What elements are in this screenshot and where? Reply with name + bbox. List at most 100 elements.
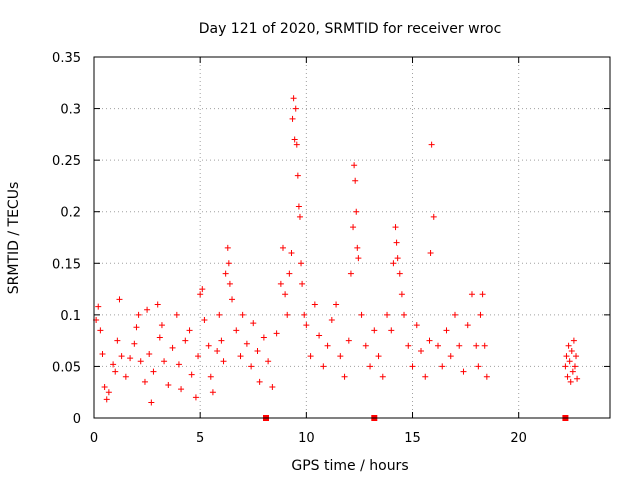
labels-layer: 0 5 10 15 20 0 0.05 0.1 0.15 0.2 0.25 0.3 0.35 xyxy=(52,51,527,446)
data-point xyxy=(131,340,138,347)
data-point xyxy=(110,361,117,368)
data-point xyxy=(97,327,104,334)
data-point xyxy=(353,208,360,215)
data-point xyxy=(401,311,408,318)
data-point xyxy=(156,334,163,341)
data-point xyxy=(239,311,246,318)
y-tick-label: 0.15 xyxy=(52,257,81,272)
data-point xyxy=(291,136,298,143)
data-point xyxy=(451,311,458,318)
data-point xyxy=(396,270,403,277)
data-point xyxy=(473,342,480,349)
plot-border xyxy=(93,56,611,419)
data-point xyxy=(569,368,576,375)
data-point xyxy=(388,327,395,334)
data-point xyxy=(566,358,573,365)
data-point xyxy=(311,301,318,308)
data-point xyxy=(197,291,204,298)
data-point xyxy=(328,317,335,324)
data-point xyxy=(199,286,206,293)
data-point xyxy=(165,381,172,388)
data-point xyxy=(114,337,121,344)
data-point xyxy=(358,311,365,318)
data-point xyxy=(250,320,257,327)
y-tick-label: 0 xyxy=(73,412,81,427)
data-point xyxy=(192,394,199,401)
data-point xyxy=(475,363,482,370)
data-point xyxy=(144,306,151,313)
data-point xyxy=(392,224,399,231)
data-point xyxy=(209,389,216,396)
data-point xyxy=(460,368,467,375)
data-point xyxy=(320,363,327,370)
data-point xyxy=(118,353,125,360)
x-tick-label: 15 xyxy=(404,431,421,446)
data-point xyxy=(464,322,471,329)
data-point xyxy=(214,347,221,354)
data-point xyxy=(237,353,244,360)
data-point xyxy=(289,115,296,122)
x-axis-label: GPS time / hours xyxy=(291,458,408,474)
data-point xyxy=(571,363,578,370)
data-point xyxy=(148,399,155,406)
x-tick-label: 20 xyxy=(510,431,527,446)
data-point xyxy=(150,368,157,375)
data-point xyxy=(205,342,212,349)
data-point xyxy=(254,347,261,354)
data-point xyxy=(409,363,416,370)
data-point xyxy=(574,375,581,382)
data-point xyxy=(292,105,299,112)
data-point xyxy=(352,177,359,184)
data-point xyxy=(456,342,463,349)
x-tick-label: 10 xyxy=(298,431,315,446)
data-point xyxy=(201,317,208,324)
data-point xyxy=(186,327,193,334)
data-point xyxy=(158,322,165,329)
data-point xyxy=(394,255,401,262)
data-point xyxy=(324,342,331,349)
data-point xyxy=(256,378,263,385)
data-point xyxy=(390,260,397,267)
data-point xyxy=(405,342,412,349)
data-point xyxy=(133,324,140,331)
data-point xyxy=(173,311,180,318)
data-point xyxy=(299,280,306,287)
data-point xyxy=(175,361,182,368)
data-point xyxy=(333,301,340,308)
data-point xyxy=(279,244,286,251)
data-point xyxy=(127,355,134,362)
data-point xyxy=(568,347,575,354)
data-point xyxy=(295,203,302,210)
data-point xyxy=(379,373,386,380)
data-point xyxy=(293,141,300,148)
data-point xyxy=(483,373,490,380)
data-point xyxy=(225,260,232,267)
data-point xyxy=(479,291,486,298)
data-point xyxy=(220,358,227,365)
data-point xyxy=(188,371,195,378)
data-point xyxy=(229,296,236,303)
data-point xyxy=(341,373,348,380)
data-point xyxy=(99,351,106,358)
data-point xyxy=(233,327,240,334)
ticks-layer xyxy=(93,56,610,419)
chart-title: Day 121 of 2020, SRMTID for receiver wro… xyxy=(199,21,502,37)
data-point xyxy=(345,337,352,344)
data-point xyxy=(248,363,255,370)
data-point xyxy=(169,344,176,351)
data-point xyxy=(284,311,291,318)
data-point xyxy=(112,368,119,375)
data-point xyxy=(468,291,475,298)
y-tick-label: 0.1 xyxy=(60,309,81,324)
y-tick-label: 0.35 xyxy=(52,51,81,66)
data-point xyxy=(265,358,272,365)
data-point xyxy=(351,162,358,169)
data-point xyxy=(303,322,310,329)
data-point xyxy=(135,311,142,318)
data-point xyxy=(216,311,223,318)
data-point xyxy=(105,389,112,396)
data-point xyxy=(347,270,354,277)
data-point xyxy=(224,244,231,251)
data-point xyxy=(426,337,433,344)
